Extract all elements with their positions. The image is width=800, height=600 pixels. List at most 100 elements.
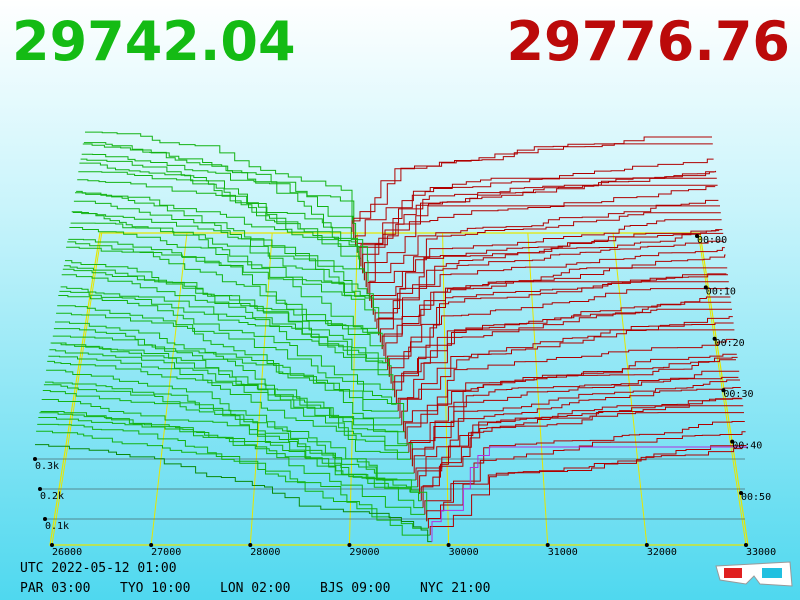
- bid-price: 29742.04: [12, 10, 296, 73]
- city-clock: LON 02:00: [220, 581, 290, 596]
- bid-depth-line: [36, 430, 431, 536]
- tick-dot: [712, 336, 717, 341]
- bid-depth-line: [82, 143, 357, 246]
- bid-depth-line: [83, 142, 355, 239]
- glasses-icon: [715, 561, 793, 587]
- bid-depth-line: [59, 290, 394, 391]
- ask-depth-line: [369, 205, 720, 301]
- grid: [35, 232, 747, 546]
- ask-depth-line: [403, 338, 736, 432]
- bid-depth-line: [35, 444, 433, 543]
- bid-depth-line: [47, 360, 413, 467]
- ask-depth-line: [388, 281, 729, 377]
- ask-depth-line: [363, 184, 718, 281]
- ask-depth-line: [374, 229, 723, 322]
- price-tick-label: 31000: [548, 547, 578, 558]
- bid-depth-line: [72, 212, 373, 308]
- tick-dot: [38, 487, 42, 491]
- ask-depth-line: [420, 405, 744, 501]
- tick-dot: [248, 543, 253, 547]
- price-grid-line: [51, 232, 103, 546]
- depth-lines: [35, 131, 748, 543]
- price-tick-label: 30000: [449, 547, 479, 558]
- ask-depth-line: [422, 412, 744, 508]
- ask-depth-line: [410, 376, 739, 460]
- bid-depth-line: [67, 241, 381, 343]
- ask-depth-line: [404, 359, 736, 439]
- time-tick-label: 00:30: [723, 389, 753, 400]
- price-grid-line: [442, 232, 450, 546]
- bid-depth-line: [78, 171, 364, 274]
- price-tick-label: 26000: [52, 547, 82, 558]
- bid-depth-line: [63, 265, 386, 364]
- bid-depth-line: [77, 179, 365, 281]
- ask-depth-line: [358, 186, 716, 260]
- ask-depth-line: [351, 136, 712, 232]
- ask-depth-line: [401, 329, 735, 425]
- tick-dot: [545, 543, 550, 547]
- bid-depth-line: [42, 390, 421, 494]
- tick-dot: [446, 543, 451, 547]
- bid-depth-line: [48, 355, 411, 460]
- ask-depth-line: [411, 370, 740, 467]
- bid-depth-line: [80, 158, 360, 260]
- bid-depth-line: [69, 227, 377, 329]
- ask-depth-line: [385, 267, 728, 363]
- price-grid-line: [348, 232, 358, 546]
- ask-depth-line: [376, 232, 724, 329]
- ask-depth-line: [387, 274, 728, 370]
- ask-depth-line: [394, 301, 732, 398]
- time-tick-label: 00:00: [697, 235, 727, 246]
- tick-dot: [347, 543, 352, 547]
- tick-dot: [739, 491, 743, 495]
- ask-depth-line: [360, 170, 717, 267]
- bid-depth-line: [66, 246, 383, 350]
- bid-depth-line: [55, 321, 400, 419]
- bid-depth-line: [70, 222, 376, 322]
- bid-depth-line: [62, 268, 388, 371]
- ask-depth-line: [383, 273, 727, 356]
- depth-tick-label: 0.1k: [45, 521, 69, 532]
- bid-depth-line: [61, 274, 390, 377]
- bid-depth-line: [73, 200, 371, 301]
- bid-depth-line: [52, 335, 405, 432]
- bid-depth-line: [60, 286, 392, 384]
- ask-depth-line: [355, 158, 714, 246]
- bid-depth-line: [85, 131, 353, 232]
- ask-depth-line: [417, 397, 742, 487]
- ask-depth-line: [362, 177, 717, 274]
- ask-depth-line: [427, 445, 747, 529]
- bid-depth-line: [51, 342, 406, 439]
- axis-labels: 26000 27000 28000 29000 30000 31000 32000 33000…: [33, 234, 776, 558]
- ask-depth-line: [424, 421, 745, 515]
- ask-depth-line: [399, 322, 734, 418]
- price-grid-line: [612, 232, 648, 546]
- bid-depth-line: [50, 342, 408, 447]
- ask-depth-line: [395, 308, 732, 405]
- ask-depth-line: [415, 387, 741, 480]
- bid-depth-line: [49, 349, 409, 453]
- tick-dot: [149, 543, 154, 547]
- ask-depth-line: [378, 240, 724, 336]
- bid-depth-line: [68, 238, 380, 336]
- ask-depth-line: [431, 446, 748, 542]
- tick-dot: [730, 439, 735, 444]
- tick-dot: [644, 543, 649, 547]
- tick-dot: [721, 388, 726, 393]
- bid-depth-line: [57, 305, 397, 405]
- ask-depth-line: [371, 212, 721, 308]
- price-grid-line: [527, 232, 549, 546]
- time-tick-label: 00:50: [741, 492, 771, 503]
- bid-depth-line: [38, 417, 428, 522]
- bid-depth-line: [75, 192, 369, 294]
- depth-tick-label: 0.3k: [35, 461, 59, 472]
- ask-depth-line: [379, 247, 725, 343]
- utc-time: UTC 2022-05-12 01:00: [20, 561, 177, 576]
- ask-depth-line: [408, 356, 738, 453]
- city-clock: BJS 09:00: [320, 581, 390, 596]
- price-tick-label: 32000: [647, 547, 677, 558]
- tick-dot: [43, 517, 47, 521]
- time-tick-label: 00:40: [732, 441, 762, 452]
